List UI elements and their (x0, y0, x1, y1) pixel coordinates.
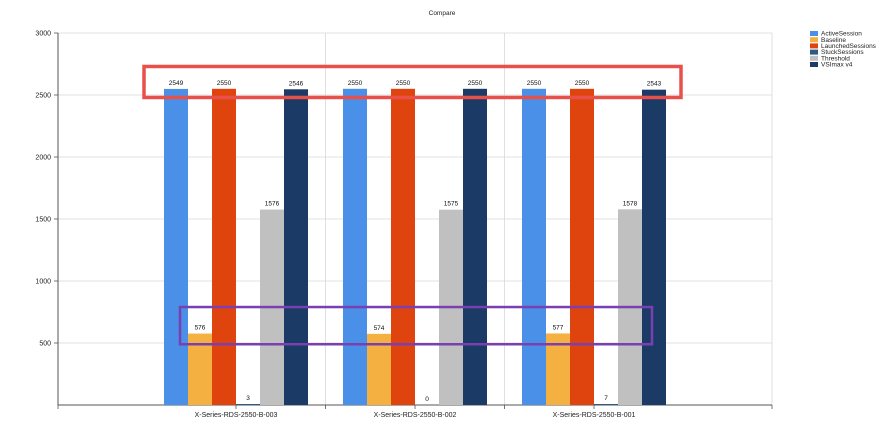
x-tick-label: X-Series-RDS-2550-B-001 (553, 412, 636, 419)
data-label: 2550 (575, 80, 590, 87)
legend[interactable]: ActiveSessionBaselineLaunchedSessionsStu… (810, 31, 877, 69)
bar[interactable] (284, 89, 308, 406)
bar[interactable] (391, 88, 415, 406)
legend-swatch (810, 49, 818, 55)
data-label: 7 (604, 395, 608, 402)
highlight-boxes (142, 64, 683, 346)
data-label: 2543 (647, 81, 662, 88)
legend-entry[interactable]: ActiveSession (821, 31, 862, 38)
data-label: 2550 (527, 80, 542, 87)
legend-entry[interactable]: Threshold (821, 55, 850, 62)
bar[interactable] (594, 404, 618, 405)
legend-entry[interactable]: Baseline (821, 37, 846, 44)
bar[interactable] (164, 88, 188, 405)
data-label: 2550 (348, 80, 363, 87)
bar[interactable] (642, 89, 666, 405)
data-label: 2550 (396, 80, 411, 87)
legend-swatch (810, 31, 818, 36)
y-tick-label: 2000 (35, 155, 51, 162)
data-labels: 2549 2550 2550 576 574 577 2550 2550 2550 3 0 7 1576… (169, 80, 662, 403)
bar[interactable] (236, 404, 260, 405)
legend-swatch (810, 62, 818, 67)
bar[interactable] (343, 88, 367, 406)
y-tick-label: 2500 (35, 93, 51, 100)
y-tick-label: 1500 (35, 217, 51, 224)
data-label: 3 (246, 395, 250, 402)
data-label: 2550 (468, 80, 483, 87)
legend-swatch (810, 43, 818, 49)
x-tick-label: X-Series-RDS-2550-B-003 (195, 412, 278, 419)
data-label: 1576 (265, 201, 280, 208)
bar[interactable] (463, 88, 487, 406)
highlight-box (178, 305, 654, 346)
data-label: 1575 (444, 201, 459, 208)
data-label: 2546 (289, 80, 304, 87)
legend-entry[interactable]: LaunchedSessions (821, 43, 877, 50)
data-label: 574 (374, 325, 385, 332)
data-label: 2550 (217, 80, 232, 87)
bar[interactable] (522, 88, 546, 406)
bars (164, 88, 666, 406)
highlight-box (142, 64, 683, 100)
data-label: 576 (195, 325, 206, 332)
y-tick-label: 1000 (35, 279, 51, 286)
y-tick-label: 500 (39, 341, 51, 348)
data-label: 1578 (623, 200, 638, 207)
bar[interactable] (212, 88, 236, 406)
bar[interactable] (367, 333, 391, 405)
legend-swatch (810, 37, 818, 43)
y-tick-label: 3000 (35, 31, 51, 38)
legend-entry[interactable]: VSImax v4 (821, 62, 853, 69)
chart-title: Compare (429, 10, 456, 17)
x-tick-label: X-Series-RDS-2550-B-002 (374, 412, 457, 419)
bar[interactable] (570, 88, 594, 406)
data-label: 0 (425, 396, 429, 403)
legend-entry[interactable]: StuckSessions (821, 49, 864, 56)
data-label: 577 (553, 324, 564, 331)
data-label: 2549 (169, 80, 184, 87)
legend-swatch (810, 55, 818, 61)
